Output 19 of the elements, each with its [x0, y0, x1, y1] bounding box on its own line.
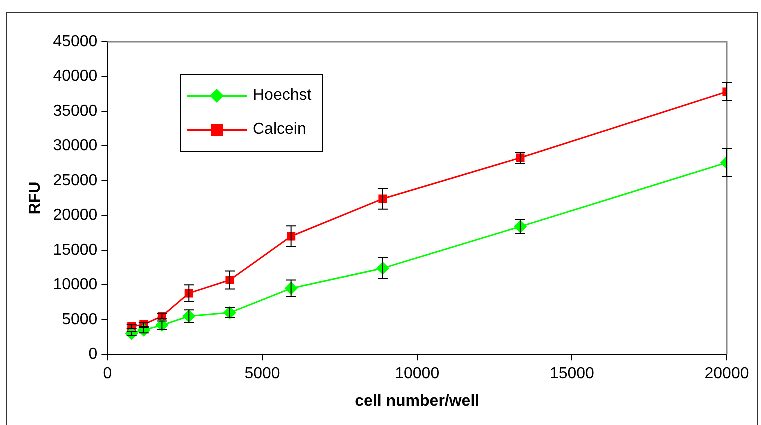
x-tick-label: 10000 [395, 366, 440, 383]
y-tick-label: 25000 [53, 172, 98, 190]
legend-label: Hoechst [253, 87, 312, 105]
y-tick-label: 35000 [53, 102, 98, 120]
x-axis-title: cell number/well [355, 392, 480, 410]
y-tick-label: 45000 [53, 33, 98, 50]
y-tick-label: 20000 [53, 207, 98, 224]
y-tick-label: 15000 [53, 242, 98, 259]
x-tick-label: 5000 [244, 366, 280, 383]
y-tick-label: 5000 [62, 311, 98, 328]
y-axis-title: RFU [27, 182, 44, 215]
x-tick-label: 20000 [704, 366, 750, 383]
y-tick-label: 0 [88, 346, 98, 364]
y-tick-label: 30000 [53, 138, 98, 155]
legend-label: Calcein [253, 121, 306, 139]
y-tick-label: 40000 [53, 68, 98, 86]
y-tick-label: 10000 [53, 276, 98, 294]
x-tick-label: 15000 [550, 366, 595, 383]
x-tick-label: 0 [103, 366, 112, 383]
